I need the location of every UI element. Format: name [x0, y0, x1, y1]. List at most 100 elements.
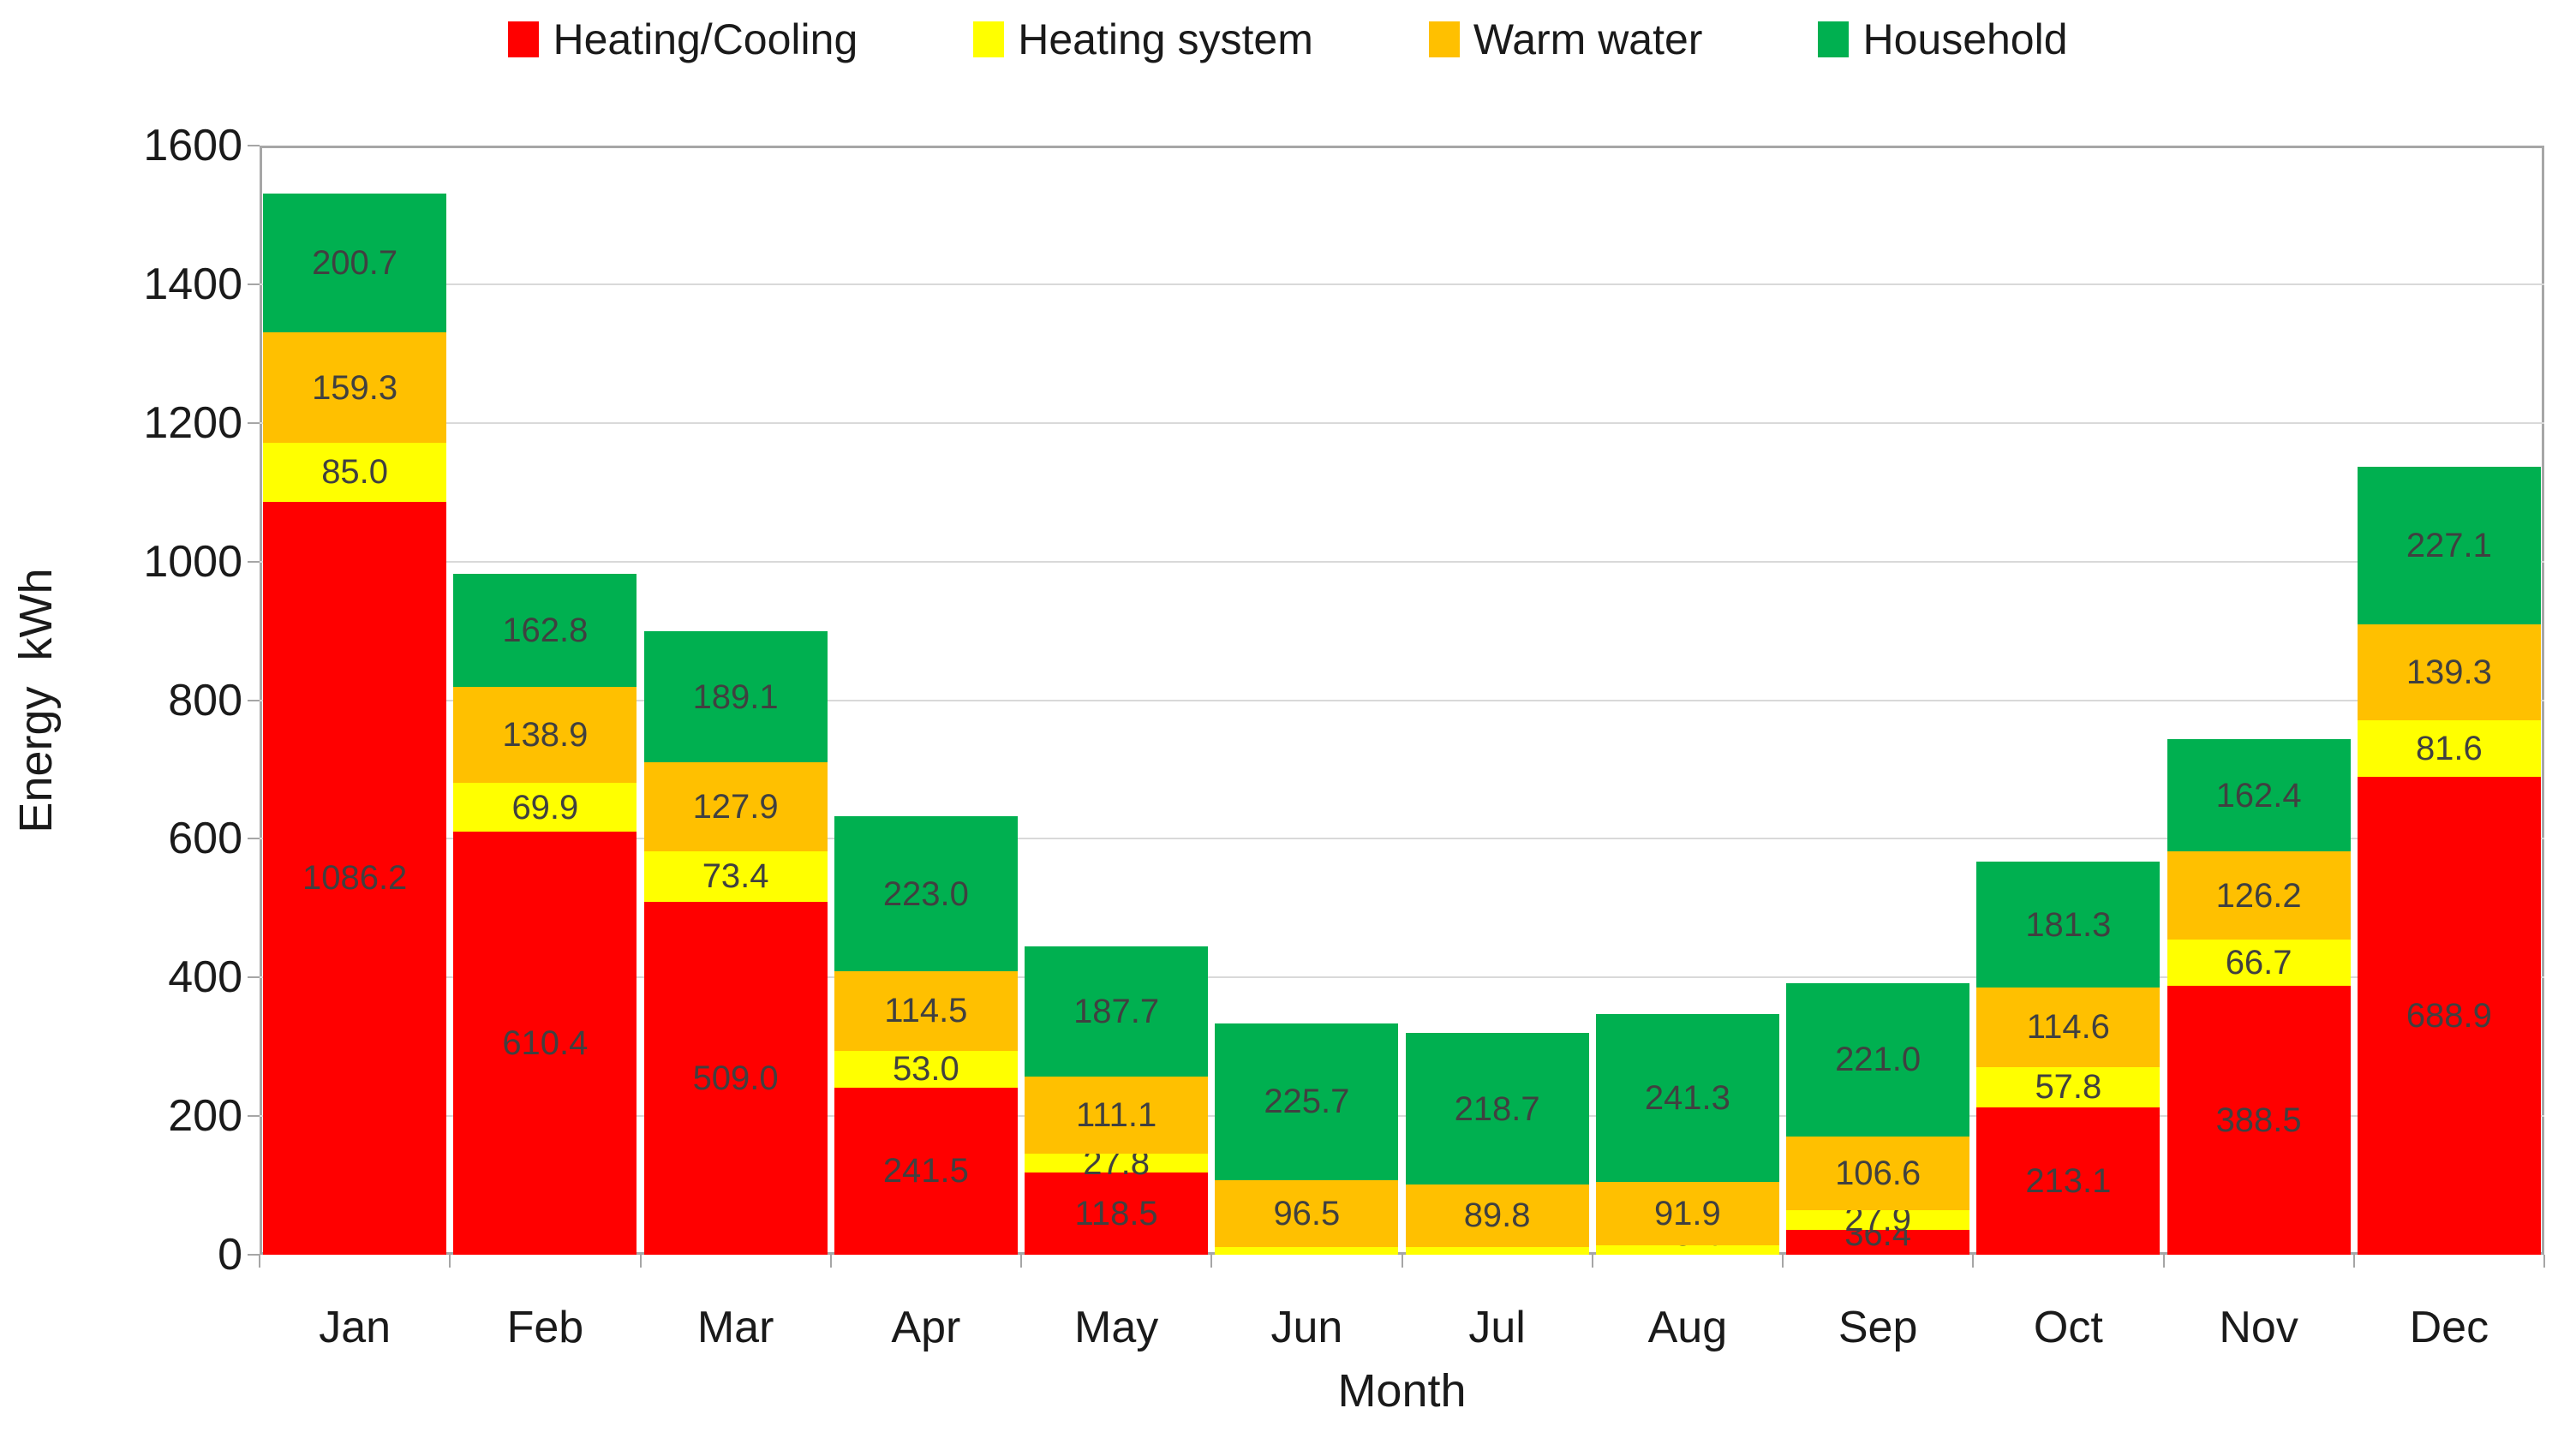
bar-segment-dec-household [2357, 466, 2541, 624]
gridline-y-1000 [260, 560, 2544, 563]
legend-item-heating-system: Heating system [973, 18, 1313, 61]
bar-segment-jan-heating-cooling [263, 501, 447, 1255]
y-tick-mark [248, 145, 260, 146]
y-tick-label: 400 [168, 952, 242, 1003]
y-tick-mark [248, 1115, 260, 1118]
y-tick-label: 1400 [143, 259, 242, 309]
gridline-y-1200 [260, 421, 2544, 424]
x-tick-label-dec: Dec [2409, 1303, 2489, 1352]
x-tick-mark [449, 1255, 451, 1268]
x-tick-label-sep: Sep [1838, 1303, 1918, 1352]
bar-segment-jan-heating-system [263, 443, 447, 502]
legend-item-warm-water: Warm water [1428, 15, 1703, 63]
bar-segment-mar-heating-cooling [643, 902, 828, 1255]
bar-segment-jun-warm-water [1215, 1179, 1399, 1247]
y-tick-mark [248, 838, 260, 840]
bar-segment-oct-warm-water [1976, 987, 2161, 1067]
chart-legend: Heating/Cooling Heating system Warm water H… [0, 12, 2576, 67]
x-axis-title: Month [1337, 1365, 1467, 1417]
bar-segment-jul-warm-water [1405, 1184, 1589, 1247]
bar-segment-nov-warm-water [2167, 851, 2351, 940]
gridline-y-400 [260, 976, 2544, 979]
bar-segment-aug-warm-water [1595, 1181, 1779, 1246]
x-tick-mark [2162, 1255, 2165, 1268]
bar-segment-mar-heating-system [643, 850, 828, 903]
bar-segment-apr-heating-system [834, 1050, 1018, 1088]
y-tick-label: 0 [218, 1230, 242, 1280]
legend-label: Heating/Cooling [553, 15, 858, 63]
bar-segment-dec-warm-water [2357, 624, 2541, 721]
x-tick-mark [259, 1255, 260, 1268]
x-tick-label-mar: Mar [696, 1303, 774, 1352]
x-tick-mark [639, 1255, 642, 1268]
y-tick-mark [248, 976, 260, 979]
legend-label: Heating system [1018, 15, 1313, 63]
x-tick-mark [2352, 1255, 2355, 1268]
bar-segment-feb-heating-cooling [453, 831, 637, 1255]
bar-segment-nov-heating-cooling [2167, 985, 2351, 1255]
legend-item-heating-cooling: Heating/Cooling [508, 18, 858, 61]
y-tick-label: 200 [168, 1091, 242, 1142]
y-tick-mark [248, 560, 260, 563]
y-tick-mark [248, 1254, 260, 1256]
x-tick-label-jun: Jun [1270, 1303, 1343, 1352]
x-tick-mark [1020, 1255, 1022, 1268]
bar-segment-jun-heating-system [1215, 1246, 1399, 1255]
bar-segment-may-household [1025, 946, 1209, 1077]
y-tick-mark [248, 421, 260, 424]
gridline-y-600 [260, 838, 2544, 840]
x-tick-mark [1401, 1255, 1403, 1268]
bar-segment-may-warm-water [1025, 1076, 1209, 1154]
bar-segment-dec-heating-system [2357, 720, 2541, 778]
y-tick-label: 1000 [143, 536, 242, 587]
y-tick-label: 800 [168, 675, 242, 725]
bar-segment-apr-household [834, 816, 1018, 971]
bar-segment-may-heating-cooling [1025, 1173, 1209, 1255]
x-tick-label-aug: Aug [1647, 1303, 1728, 1352]
x-tick-mark [1972, 1255, 1975, 1268]
bar-segment-sep-heating-system [1786, 1209, 1970, 1230]
bar-segment-oct-heating-cooling [1976, 1107, 2161, 1255]
bar-segment-apr-heating-cooling [834, 1087, 1018, 1255]
bar-segment-jan-household [263, 193, 447, 333]
x-tick-label-feb: Feb [506, 1303, 584, 1352]
x-tick-label-apr: Apr [891, 1303, 961, 1352]
bar-segment-apr-warm-water [834, 970, 1018, 1051]
legend-label: Warm water [1473, 15, 1703, 63]
bar-segment-feb-warm-water [453, 686, 637, 784]
legend-swatch-icon [973, 21, 1005, 57]
bar-segment-jun-household [1215, 1023, 1399, 1180]
y-tick-label: 600 [168, 814, 242, 864]
x-tick-mark [1591, 1255, 1593, 1268]
legend-label: Household [1862, 15, 2068, 63]
bar-segment-oct-heating-system [1976, 1066, 2161, 1107]
y-tick-mark [248, 699, 260, 701]
x-tick-mark [2543, 1255, 2545, 1268]
bar-segment-feb-household [453, 574, 637, 687]
y-tick-label: 1200 [143, 397, 242, 448]
bar-segment-aug-household [1595, 1014, 1779, 1182]
x-tick-label-oct: Oct [2033, 1303, 2103, 1352]
bar-segment-dec-heating-cooling [2357, 777, 2541, 1255]
legend-swatch-icon [1428, 21, 1460, 57]
legend-item-household: Household [1818, 15, 2068, 63]
y-tick-mark [248, 283, 260, 285]
bar-segment-jul-household [1405, 1033, 1589, 1185]
x-tick-label-may: May [1074, 1303, 1159, 1352]
bar-segment-sep-heating-cooling [1786, 1229, 1970, 1255]
bar-segment-aug-heating-system [1595, 1245, 1779, 1255]
x-tick-mark [1210, 1255, 1213, 1268]
bar-segment-may-heating-system [1025, 1153, 1209, 1173]
gridline-y-200 [260, 1115, 2544, 1118]
bar-segment-oct-household [1976, 862, 2161, 988]
bar-segment-sep-household [1786, 982, 1970, 1137]
x-tick-label-nov: Nov [2219, 1303, 2298, 1352]
x-tick-mark [1782, 1255, 1784, 1268]
bar-segment-jul-heating-system [1405, 1246, 1589, 1255]
bar-segment-sep-warm-water [1786, 1136, 1970, 1210]
bar-segment-nov-household [2167, 738, 2351, 852]
bar-segment-mar-household [643, 631, 828, 763]
x-tick-label-jul: Jul [1468, 1303, 1526, 1352]
gridline-y-1400 [260, 283, 2544, 285]
